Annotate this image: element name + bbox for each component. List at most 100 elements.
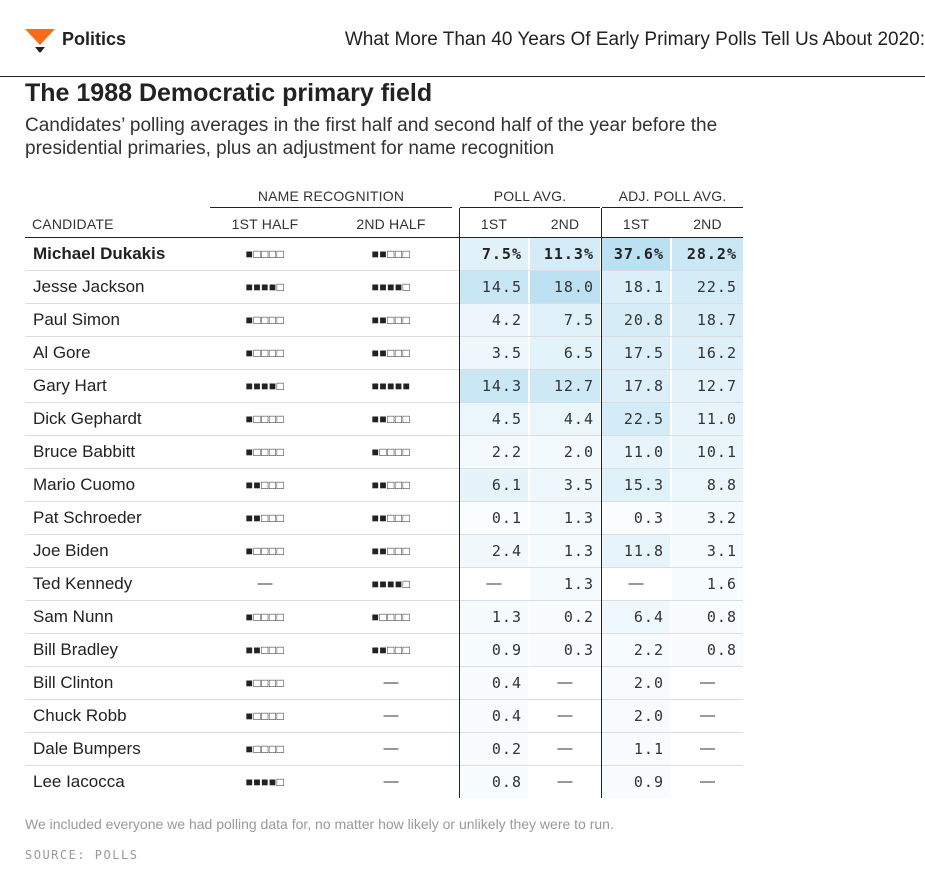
table-row: Michael Dukakis ■□□□□ ■■□□□ 7.5% 11.3% 37.6% 2… xyxy=(25,238,743,271)
name-recognition-second-cell: ■■□□□ xyxy=(371,313,411,327)
top-bar: Politics What More Than 40 Years Of Earl… xyxy=(0,0,925,77)
candidate-name: Al Gore xyxy=(33,343,91,362)
name-recognition-second-cell: ■■□□□ xyxy=(371,346,411,360)
name-recognition-second-cell: — xyxy=(383,740,399,757)
article-title-link[interactable]: What More Than 40 Years Of Early Primary… xyxy=(344,29,925,50)
name-recognition-second-cell: — xyxy=(383,674,399,691)
candidate-name: Bill Clinton xyxy=(33,673,114,692)
name-recognition-second-cell: ■■■■□ xyxy=(371,280,411,294)
name-recognition-first-cell: ■□□□□ xyxy=(245,313,285,327)
column-header-nr-first[interactable]: 1ST HALF xyxy=(231,216,299,232)
column-header-poll-first[interactable]: 1ST xyxy=(480,216,508,232)
adj-poll-avg-first-cell: 17.5 xyxy=(602,337,670,369)
table-row: Joe Biden ■□□□□ ■■□□□ 2.4 1.3 11.8 3.1 xyxy=(25,535,743,568)
group-poll-avg: POLL AVG. xyxy=(493,188,567,204)
name-recognition-second-cell: ■■□□□ xyxy=(371,643,411,657)
poll-avg-second-cell: 2.0 xyxy=(530,436,600,468)
poll-avg-second-cell: 0.2 xyxy=(530,601,600,633)
poll-avg-first-cell: 14.3 xyxy=(460,370,528,402)
chart-subtitle: Candidates’ polling averages in the firs… xyxy=(25,115,718,159)
column-header-row: CANDIDATE 1ST HALF 2ND HALF 1ST 2ND 1ST … xyxy=(25,213,743,238)
column-header-adj-second[interactable]: 2ND xyxy=(693,216,722,232)
section-link[interactable]: Politics xyxy=(62,29,127,49)
name-recognition-first-cell: ■■■■□ xyxy=(245,280,285,294)
adj-poll-avg-second-cell: 0.8 xyxy=(672,601,743,633)
column-header-candidate[interactable]: CANDIDATE xyxy=(32,216,114,232)
poll-avg-second-cell: 3.5 xyxy=(530,469,600,501)
name-recognition-second-cell: ■□□□□ xyxy=(371,445,411,459)
candidate-name: Dale Bumpers xyxy=(33,739,141,758)
poll-avg-first-cell: — xyxy=(486,575,502,592)
poll-avg-second-cell: 1.3 xyxy=(530,568,600,600)
name-recognition-first-cell: ■■□□□ xyxy=(245,511,285,525)
poll-avg-first-cell: 0.9 xyxy=(460,634,528,666)
group-header-row: NAME RECOGNITION POLL AVG. ADJ. POLL AVG… xyxy=(25,185,743,209)
name-recognition-second-cell: — xyxy=(383,707,399,724)
column-header-nr-second[interactable]: 2ND HALF xyxy=(356,216,426,232)
adj-poll-avg-first-cell: 17.8 xyxy=(602,370,670,402)
group-underline xyxy=(602,207,743,208)
candidate-name: Lee Iacocca xyxy=(33,772,125,791)
adj-poll-avg-second-cell: — xyxy=(700,707,715,724)
poll-avg-first-cell: 3.5 xyxy=(460,337,528,369)
name-recognition-second-cell: ■■□□□ xyxy=(371,478,411,492)
adj-poll-avg-second-cell: 8.8 xyxy=(672,469,743,501)
adj-poll-avg-first-cell: 0.9 xyxy=(602,766,670,798)
name-recognition-first-cell: ■□□□□ xyxy=(245,247,285,261)
chart-title: The 1988 Democratic primary field xyxy=(25,79,433,107)
adj-poll-avg-first-cell: 18.1 xyxy=(602,271,670,303)
adj-poll-avg-second-cell: 28.2% xyxy=(672,238,743,270)
adj-poll-avg-first-cell: 6.4 xyxy=(602,601,670,633)
name-recognition-second-cell: ■■□□□ xyxy=(371,511,411,525)
chevron-logo-icon[interactable] xyxy=(25,27,55,54)
table-row: Bruce Babbitt ■□□□□ ■□□□□ 2.2 2.0 11.0 10.1 xyxy=(25,436,743,469)
candidate-name: Bill Bradley xyxy=(33,640,119,659)
table-row: Paul Simon ■□□□□ ■■□□□ 4.2 7.5 20.8 18.7 xyxy=(25,304,743,337)
adj-poll-avg-first-cell: 15.3 xyxy=(602,469,670,501)
name-recognition-first-cell: — xyxy=(257,575,273,592)
name-recognition-first-cell: ■□□□□ xyxy=(245,412,285,426)
name-recognition-first-cell: ■■□□□ xyxy=(245,478,285,492)
name-recognition-first-cell: ■□□□□ xyxy=(245,676,285,690)
poll-avg-second-cell: 11.3% xyxy=(530,238,600,270)
adj-poll-avg-second-cell: 3.1 xyxy=(672,535,743,567)
candidate-name: Chuck Robb xyxy=(33,706,127,725)
name-recognition-first-cell: ■■■■□ xyxy=(245,379,285,393)
candidate-name: Joe Biden xyxy=(33,541,109,560)
poll-avg-first-cell: 0.4 xyxy=(460,700,528,732)
candidate-name: Paul Simon xyxy=(33,310,120,329)
poll-avg-second-cell: 7.5 xyxy=(530,304,600,336)
poll-avg-first-cell: 0.1 xyxy=(460,502,528,534)
poll-avg-second-cell: 4.4 xyxy=(530,403,600,435)
column-divider xyxy=(601,208,602,798)
group-adj-poll-avg: ADJ. POLL AVG. xyxy=(618,188,727,204)
adj-poll-avg-second-cell: — xyxy=(700,740,715,757)
column-header-adj-first[interactable]: 1ST xyxy=(622,216,650,232)
candidate-name: Michael Dukakis xyxy=(33,244,166,263)
adj-poll-avg-first-cell: 11.8 xyxy=(602,535,670,567)
adj-poll-avg-first-cell: 11.0 xyxy=(602,436,670,468)
table-row: Jesse Jackson ■■■■□ ■■■■□ 14.5 18.0 18.1 22.5 xyxy=(25,271,743,304)
poll-avg-first-cell: 2.4 xyxy=(460,535,528,567)
adj-poll-avg-first-cell: 1.1 xyxy=(602,733,670,765)
poll-avg-first-cell: 4.5 xyxy=(460,403,528,435)
table-row: Gary Hart ■■■■□ ■■■■■ 14.3 12.7 17.8 12.7 xyxy=(25,370,743,403)
adj-poll-avg-second-cell: 18.7 xyxy=(672,304,743,336)
adj-poll-avg-second-cell: 11.0 xyxy=(672,403,743,435)
name-recognition-second-cell: ■■□□□ xyxy=(371,412,411,426)
poll-avg-second-cell: — xyxy=(557,674,573,691)
candidate-name: Bruce Babbitt xyxy=(33,442,136,461)
poll-avg-second-cell: 6.5 xyxy=(530,337,600,369)
table-body: Michael Dukakis ■□□□□ ■■□□□ 7.5% 11.3% 37.6% 2… xyxy=(25,238,743,798)
poll-avg-first-cell: 0.8 xyxy=(460,766,528,798)
table-row: Dick Gephardt ■□□□□ ■■□□□ 4.5 4.4 22.5 11.0 xyxy=(25,403,743,436)
footnote: We included everyone we had polling data… xyxy=(25,816,614,832)
group-underline xyxy=(460,207,600,208)
table-row: Bill Clinton ■□□□□ — 0.4 — 2.0 — xyxy=(25,667,743,700)
adj-poll-avg-second-cell: 10.1 xyxy=(672,436,743,468)
adj-poll-avg-second-cell: 16.2 xyxy=(672,337,743,369)
name-recognition-first-cell: ■□□□□ xyxy=(245,610,285,624)
name-recognition-first-cell: ■□□□□ xyxy=(245,445,285,459)
adj-poll-avg-second-cell: 12.7 xyxy=(672,370,743,402)
column-header-poll-second[interactable]: 2ND xyxy=(550,216,580,232)
